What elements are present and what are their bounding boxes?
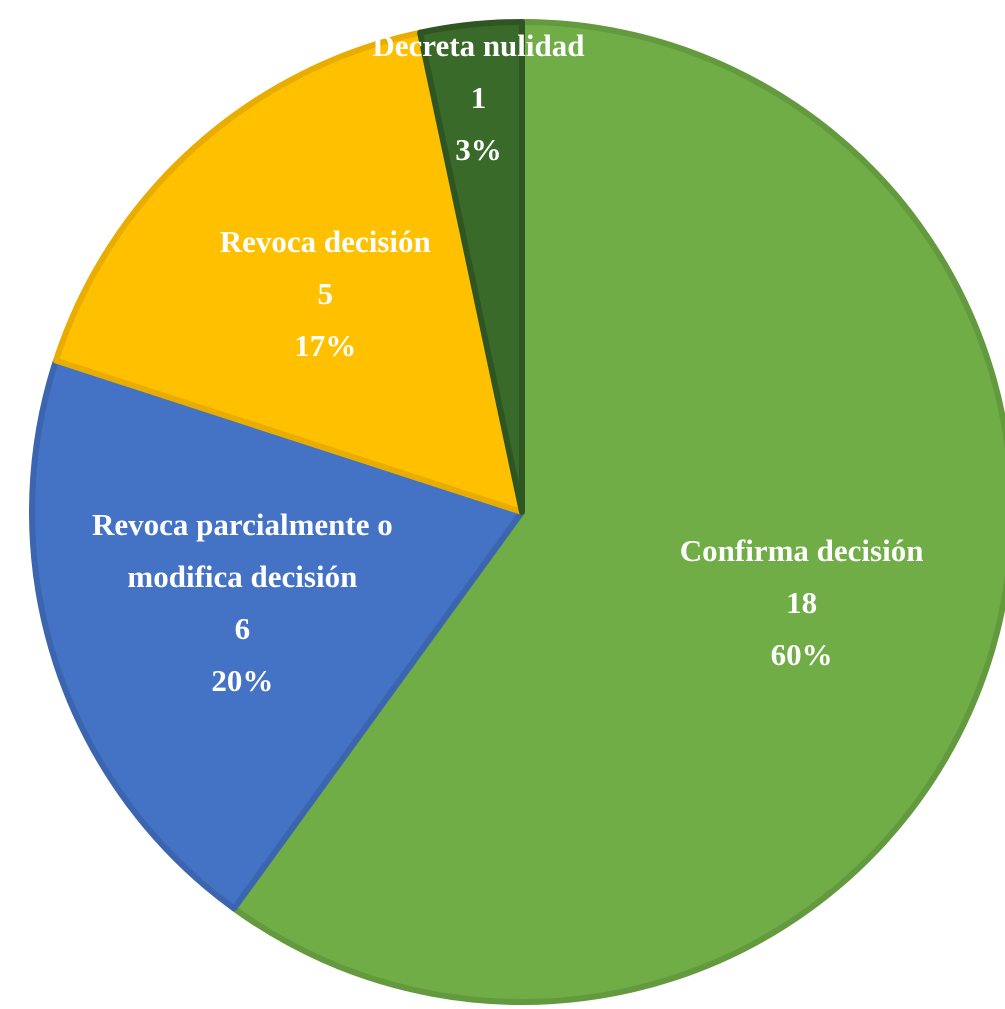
category-label: Revoca decisión <box>219 223 431 259</box>
data-label: Decreta nulidad 1 3% <box>268 20 688 176</box>
pie-slice <box>29 357 525 912</box>
pie-slice <box>230 19 1005 1005</box>
percent-label: 17% <box>294 327 357 363</box>
category-label: Decreta nulidad <box>372 27 585 63</box>
category-label: Confirma decisión <box>679 532 924 568</box>
value-label: 6 <box>234 610 251 646</box>
percent-label: 3% <box>455 131 502 167</box>
percent-label: 20% <box>211 662 274 698</box>
value-label: 1 <box>470 79 487 115</box>
pie-slice <box>52 29 525 515</box>
data-label: Revoca decisión 5 17% <box>115 216 535 372</box>
percent-label: 60% <box>770 636 833 672</box>
category-label: Revoca parcialmente o modifica decisión <box>92 506 393 594</box>
pie-slice <box>417 19 525 515</box>
value-label: 18 <box>786 584 818 620</box>
value-label: 5 <box>317 275 334 311</box>
data-label: Revoca parcialmente o modifica decisión 6… <box>32 499 452 707</box>
data-label: Confirma decisión 18 60% <box>592 525 1005 681</box>
